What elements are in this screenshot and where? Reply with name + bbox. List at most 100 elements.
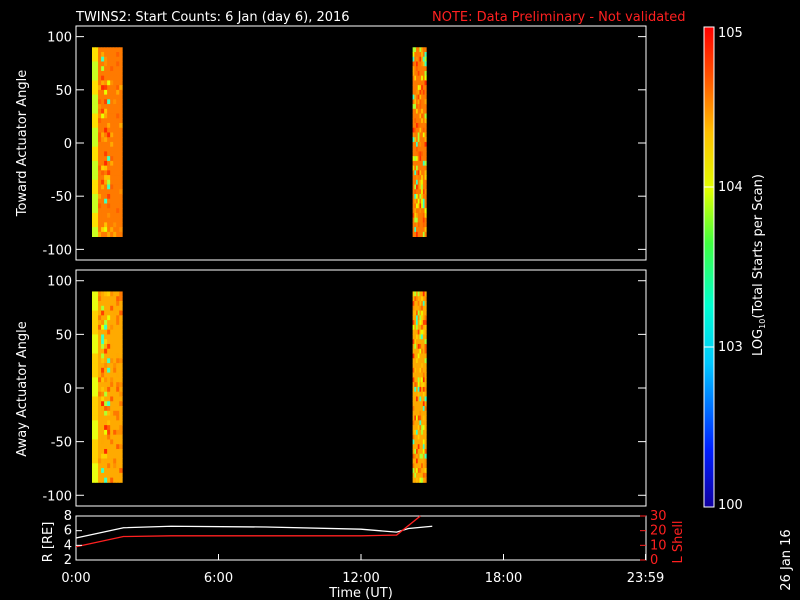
heatmap-cell [419, 70, 422, 77]
heatmap-cell [421, 94, 424, 100]
heatmap-cell [416, 170, 419, 176]
heatmap-cell [119, 127, 123, 133]
heatmap-cell [424, 189, 427, 195]
heatmap-cell [116, 363, 120, 369]
heatmap-cell [424, 151, 427, 157]
heatmap-cell [412, 217, 415, 223]
heatmap-cell [104, 410, 108, 416]
heatmap-cell [101, 439, 105, 445]
heatmap-cell [92, 179, 96, 185]
panel-toward-frame [75, 25, 647, 261]
heatmap-cell [416, 179, 419, 185]
heatmap-cell [92, 47, 96, 53]
heatmap-cell [419, 61, 422, 67]
heatmap-cell [113, 420, 117, 426]
heatmap-cell [104, 89, 108, 96]
x-tick-label: 0:00 [61, 571, 90, 586]
heatmap-cell [116, 439, 120, 445]
heatmap-cell [424, 99, 427, 105]
heatmap-cell [422, 227, 425, 233]
heatmap-cell [417, 377, 420, 383]
heatmap-cell [101, 66, 105, 72]
heatmap-cell [421, 104, 424, 110]
heatmap-cell [116, 382, 120, 388]
heatmap-cell [424, 123, 427, 129]
heatmap-cell [116, 160, 120, 167]
heatmap-cell [417, 175, 420, 181]
heatmap-cell [107, 415, 111, 421]
heatmap-cell [107, 217, 111, 223]
heatmap-cell [419, 137, 422, 143]
heatmap-cell [412, 75, 415, 81]
heatmap-cell [119, 231, 123, 237]
heatmap-cell [421, 296, 424, 302]
heatmap-cell [95, 353, 99, 359]
heatmap-cell [107, 156, 111, 162]
heatmap-cell [419, 212, 422, 219]
heatmap-cell [417, 339, 420, 345]
heatmap-cell [107, 189, 111, 195]
panel-orbit-frame [75, 515, 647, 561]
heatmap-cell [422, 137, 425, 143]
heatmap-cell [92, 444, 96, 450]
heatmap-cell [419, 386, 422, 393]
heatmap-cell [417, 382, 420, 388]
heatmap-cell [101, 343, 105, 350]
heatmap-cell [422, 94, 425, 100]
heatmap-cell [424, 222, 427, 228]
heatmap-cell [416, 47, 419, 53]
heatmap-cell [412, 425, 415, 431]
heatmap-cell [107, 382, 111, 388]
heatmap-cell [116, 222, 120, 228]
heatmap-cell [104, 151, 108, 157]
heatmap-cell [422, 104, 425, 110]
heatmap-cell [119, 184, 123, 190]
heatmap-cell [421, 463, 424, 469]
heatmap-cell [104, 386, 108, 393]
heatmap-cell [412, 348, 415, 354]
heatmap-cell [424, 108, 427, 114]
heatmap-cell [414, 151, 417, 157]
heatmap-cell [119, 104, 123, 110]
heatmap-cell [417, 222, 420, 228]
heatmap-cell [422, 363, 425, 369]
heatmap-cell [414, 343, 417, 350]
heatmap-cell [421, 334, 424, 340]
heatmap-cell [104, 401, 108, 407]
heatmap-cell [422, 291, 425, 297]
heatmap-cell [416, 75, 419, 81]
heatmap-cell [113, 363, 117, 369]
heatmap-cell [95, 113, 99, 119]
heatmap-cell [116, 353, 120, 359]
heatmap-cell [92, 165, 96, 171]
heatmap-cell [424, 61, 427, 67]
heatmap-cell [412, 439, 415, 445]
heatmap-cell [104, 104, 108, 110]
heatmap-cell [421, 396, 424, 402]
heatmap-cell [95, 156, 99, 162]
heatmap-cell [417, 472, 420, 479]
heatmap-cell [119, 324, 123, 331]
heatmap-cell [101, 231, 105, 237]
heatmap-cell [98, 305, 102, 311]
heatmap-cell [95, 160, 99, 167]
heatmap-cell [98, 89, 102, 96]
heatmap-cell [419, 146, 422, 152]
heatmap-cell [424, 329, 427, 335]
heatmap-cell [422, 444, 425, 450]
heatmap-cell [422, 141, 425, 148]
heatmap-cell [424, 208, 427, 214]
heatmap-cell [419, 448, 422, 455]
heatmap-cell [416, 296, 419, 302]
heatmap-cell [101, 458, 105, 464]
heatmap-cell [95, 194, 99, 200]
y-tick-label: 8 [64, 509, 72, 524]
heatmap-cell [110, 329, 114, 335]
heatmap-cell [416, 94, 419, 100]
heatmap-cell [95, 94, 99, 100]
heatmap-cell [424, 420, 427, 426]
heatmap-cell [98, 468, 102, 474]
heatmap-cell [101, 47, 105, 53]
heatmap-cell [107, 231, 111, 237]
heatmap-cell [92, 123, 96, 129]
